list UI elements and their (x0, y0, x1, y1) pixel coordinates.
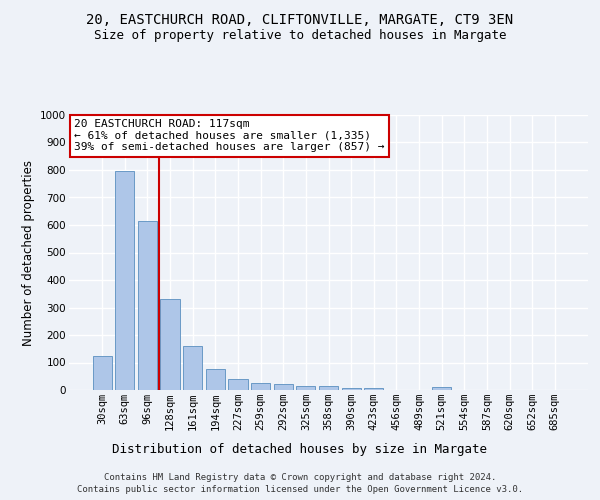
Bar (296, 386, 316, 390)
Text: Contains public sector information licensed under the Open Government Licence v3: Contains public sector information licen… (77, 485, 523, 494)
Bar (319, 386, 338, 390)
Bar (229, 379, 248, 390)
Text: Distribution of detached houses by size in Margate: Distribution of detached houses by size … (113, 442, 487, 456)
Bar (251, 383, 270, 390)
Bar (92, 356, 112, 390)
Bar (206, 368, 225, 390)
Bar (160, 299, 180, 390)
Y-axis label: Number of detached properties: Number of detached properties (22, 160, 35, 346)
Bar (341, 388, 361, 390)
Bar (274, 384, 293, 390)
Text: 20 EASTCHURCH ROAD: 117sqm
← 61% of detached houses are smaller (1,335)
39% of s: 20 EASTCHURCH ROAD: 117sqm ← 61% of deta… (74, 119, 385, 152)
Bar (115, 172, 134, 390)
Bar (183, 346, 202, 390)
Text: Contains HM Land Registry data © Crown copyright and database right 2024.: Contains HM Land Registry data © Crown c… (104, 472, 496, 482)
Bar (138, 221, 157, 390)
Text: Size of property relative to detached houses in Margate: Size of property relative to detached ho… (94, 29, 506, 42)
Bar (432, 387, 451, 390)
Bar (364, 388, 383, 390)
Text: 20, EASTCHURCH ROAD, CLIFTONVILLE, MARGATE, CT9 3EN: 20, EASTCHURCH ROAD, CLIFTONVILLE, MARGA… (86, 12, 514, 26)
